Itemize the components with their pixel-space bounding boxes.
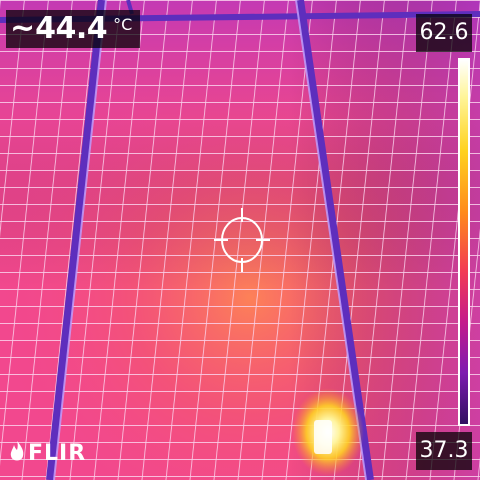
scale-min-temperature: 37.3	[416, 432, 472, 470]
temperature-unit: °C	[113, 15, 133, 34]
spot-temperature-readout: ~ 44.4 °C	[6, 10, 141, 48]
flir-flame-icon	[10, 441, 24, 461]
brand-name: FLIR	[28, 440, 87, 466]
color-scale-bar	[458, 58, 470, 426]
scale-max-temperature: 62.6	[416, 14, 472, 52]
spot-temperature-value: 44.4	[35, 11, 108, 46]
approx-symbol: ~	[10, 11, 36, 46]
flir-logo: FLIR	[8, 440, 86, 466]
crosshair-icon	[214, 208, 270, 272]
